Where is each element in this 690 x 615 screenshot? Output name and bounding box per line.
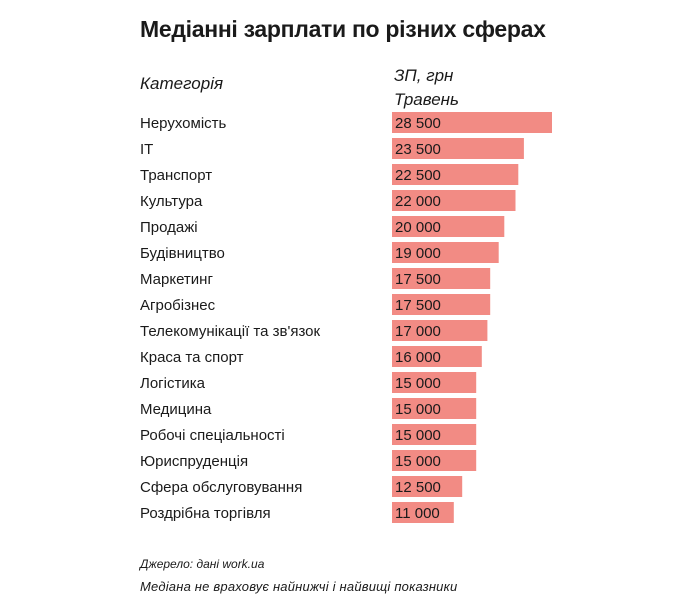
value-header-unit: ЗП, грн	[394, 66, 454, 85]
median-note: Медіана не враховує найнижчі і найвищі п…	[140, 579, 458, 594]
category-label: Будівництво	[140, 245, 225, 262]
category-label: Маркетинг	[140, 271, 213, 288]
value-label: 19 000	[395, 245, 441, 262]
value-label: 15 000	[395, 375, 441, 392]
category-label: Логістика	[140, 375, 206, 392]
category-label: Юриспруденція	[140, 453, 248, 470]
value-label: 15 000	[395, 401, 441, 418]
category-label: Транспорт	[140, 167, 212, 184]
value-label: 17 500	[395, 297, 441, 314]
category-label: Культура	[140, 193, 203, 210]
salary-bar	[392, 164, 519, 185]
salary-bar	[392, 242, 499, 263]
category-label: Медицина	[140, 401, 212, 418]
value-label: 22 000	[395, 193, 441, 210]
salary-bar	[392, 398, 477, 419]
value-label: 17 500	[395, 271, 441, 288]
salary-bar	[392, 476, 463, 497]
value-label: 17 000	[395, 323, 441, 340]
category-label: IT	[140, 141, 153, 158]
value-header-period: Травень	[394, 90, 459, 109]
salary-bar	[392, 502, 454, 523]
value-label: 15 000	[395, 427, 441, 444]
salary-bar	[392, 190, 516, 211]
salary-bar	[392, 268, 491, 289]
value-label: 12 500	[395, 479, 441, 496]
value-label: 20 000	[395, 219, 441, 236]
salary-bar	[392, 450, 477, 471]
value-label: 22 500	[395, 167, 441, 184]
salary-bar	[392, 372, 477, 393]
category-label: Телекомунікації та зв'язок	[140, 323, 321, 340]
category-label: Краса та спорт	[140, 349, 244, 366]
category-label: Нерухомість	[140, 115, 227, 132]
value-label: 15 000	[395, 453, 441, 470]
salary-bar	[392, 138, 524, 159]
salary-bar	[392, 320, 488, 341]
salary-bar	[392, 424, 477, 445]
salary-bar	[392, 346, 482, 367]
value-label: 16 000	[395, 349, 441, 366]
category-label: Продажі	[140, 219, 198, 236]
salary-bar	[392, 216, 505, 237]
salary-bar	[392, 294, 491, 315]
salary-bar	[392, 112, 552, 133]
value-column-header: ЗП, грн Травень	[394, 64, 459, 112]
source-note: Джерело: дані work.ua	[140, 557, 265, 571]
value-label: 28 500	[395, 115, 441, 132]
category-label: Роздрібна торгівля	[140, 505, 271, 522]
category-column-header: Категорія	[140, 74, 224, 93]
category-label: Агробізнес	[140, 297, 216, 314]
value-label: 23 500	[395, 141, 441, 158]
chart-title: Медіанні зарплати по різних сферах	[140, 16, 546, 42]
category-label: Робочі спеціальності	[140, 427, 285, 444]
category-label: Сфера обслуговування	[140, 479, 302, 496]
value-label: 11 000	[395, 505, 440, 522]
